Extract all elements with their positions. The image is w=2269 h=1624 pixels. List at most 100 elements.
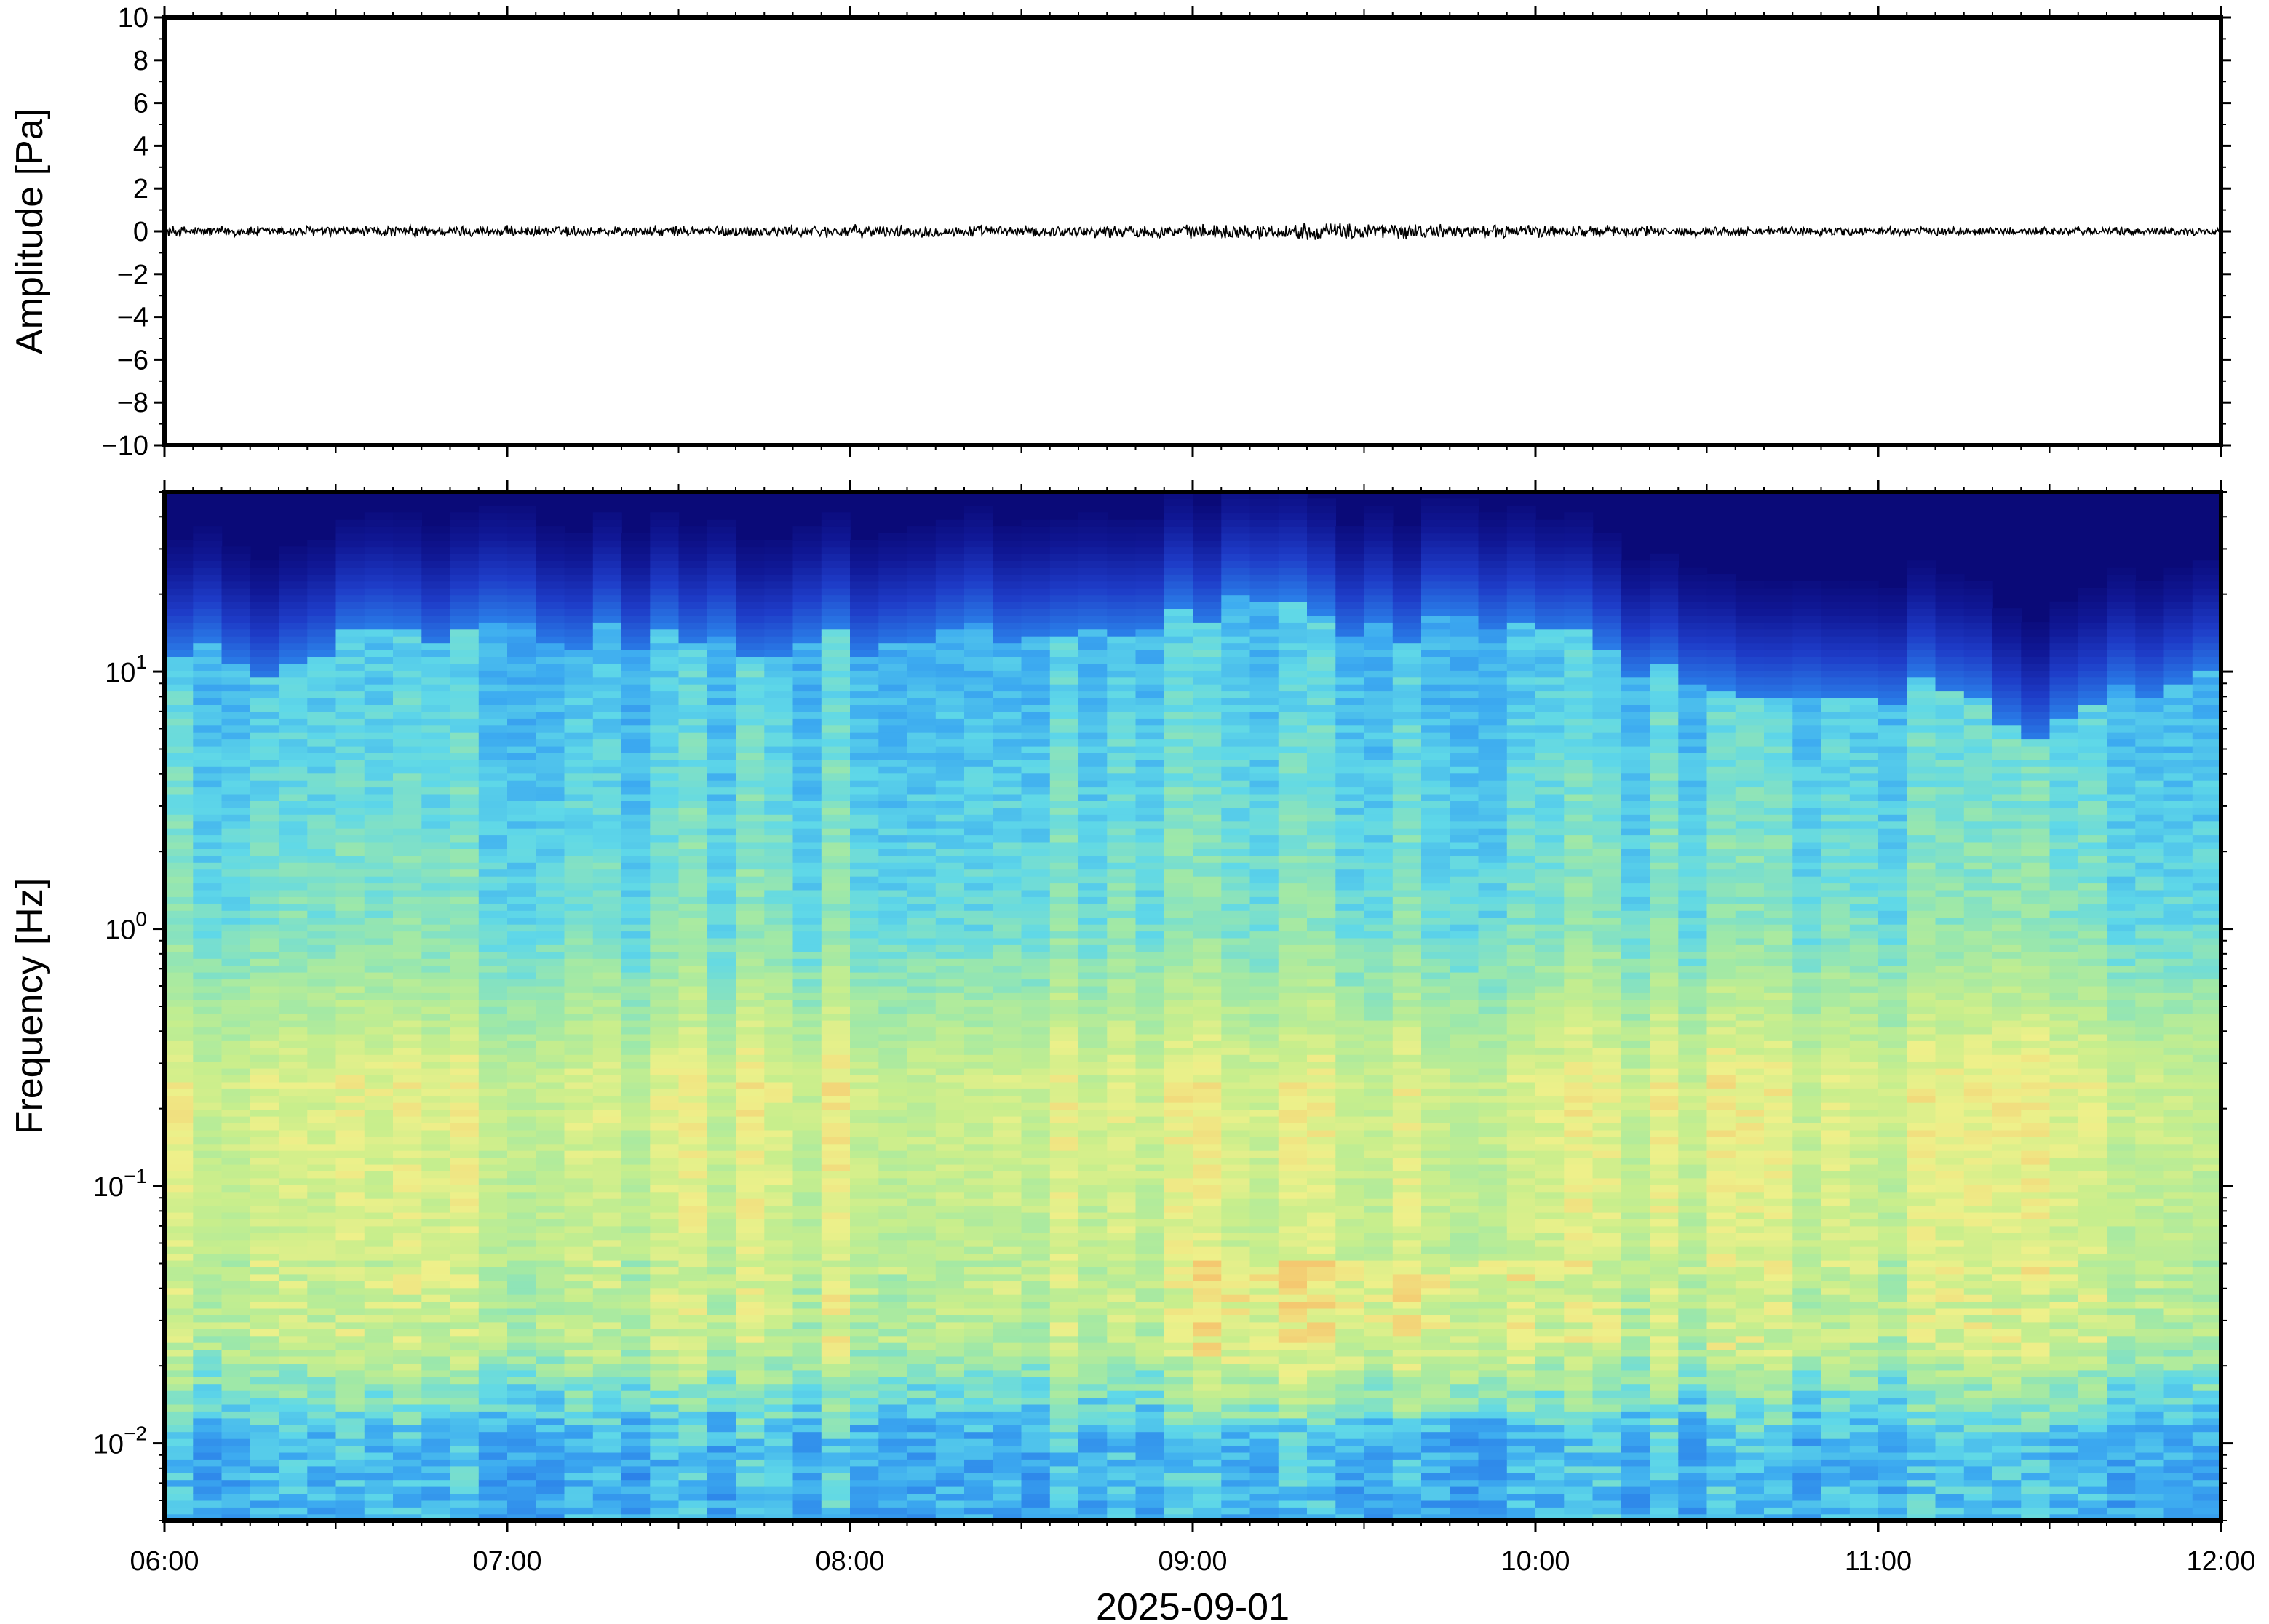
spectrogram-cell (193, 1383, 223, 1391)
spectrogram-cell (678, 656, 708, 664)
spectrogram-cell (1021, 588, 1051, 596)
spectrogram-cell (536, 869, 565, 877)
spectrogram-cell (935, 1211, 965, 1219)
spectrogram-cell (764, 588, 794, 596)
spectrogram-cell (450, 1473, 480, 1481)
spectrogram-cell (907, 931, 937, 939)
spectrogram-cell (393, 862, 422, 870)
spectrogram-cell (393, 999, 422, 1007)
spectrogram-cell (764, 581, 794, 589)
spectrogram-cell (193, 656, 223, 664)
spectrogram-cell (335, 546, 365, 554)
spectrogram-cell (592, 588, 622, 596)
spectrogram-cell (307, 588, 337, 596)
spectrogram-cell (478, 752, 508, 760)
spectrogram-cell (393, 1404, 422, 1412)
spectrogram-cell (1049, 923, 1079, 932)
spectrogram-cell (507, 553, 536, 561)
spectrogram-cell (935, 1500, 965, 1508)
spectrogram-cell (621, 979, 651, 987)
spectrogram-cell (393, 1315, 422, 1323)
spectrogram-cell (564, 533, 594, 541)
spectrogram-cell (507, 636, 536, 644)
spectrogram-cell (536, 1040, 565, 1048)
spectrogram-cell (307, 931, 337, 939)
spectrogram-cell (421, 1315, 451, 1323)
spectrogram-cell (193, 1329, 223, 1337)
spectrogram-cell (335, 985, 365, 993)
spectrogram-cell (564, 1459, 594, 1467)
spectrogram-cell (335, 807, 365, 815)
spectrogram-cell (621, 1198, 651, 1206)
spectrogram-cell (650, 601, 680, 609)
spectrogram-cell (878, 1171, 908, 1179)
spectrogram-cell (907, 1452, 937, 1460)
spectrogram-cell (478, 683, 508, 692)
spectrogram-cell (964, 1157, 993, 1165)
spectrogram-cell (821, 670, 851, 678)
spectrogram-cell (393, 1095, 422, 1103)
spectrogram-cell (678, 629, 708, 637)
spectrogram-cell (764, 1307, 794, 1315)
spectrogram-cell (792, 855, 822, 863)
spectrogram-cell (364, 1500, 394, 1508)
spectrogram-cell (621, 649, 651, 657)
spectrogram-cell (1078, 827, 1108, 836)
spectrogram-cell (250, 1281, 279, 1289)
spectrogram-cell (364, 931, 394, 939)
spectrogram-cell (707, 1315, 736, 1323)
spectrogram-cell (1078, 1150, 1108, 1158)
spectrogram-cell (507, 1465, 536, 1473)
spectrogram-cell (307, 711, 337, 719)
spectrogram-cell (564, 553, 594, 561)
spectrogram-cell (364, 690, 394, 698)
spectrogram-cell (421, 896, 451, 904)
spectrogram-cell (764, 779, 794, 788)
spectrogram-cell (421, 1349, 451, 1357)
spectrogram-cell (564, 1301, 594, 1309)
spectrogram-cell (164, 821, 194, 829)
spectrogram-cell (421, 1027, 451, 1035)
spectrogram-cell (307, 979, 337, 987)
spectrogram-cell (335, 759, 365, 767)
spectrogram-cell (993, 1129, 1022, 1137)
spectrogram-cell (1049, 725, 1079, 733)
spectrogram-cell (279, 690, 308, 698)
spectrogram-cell (536, 1246, 565, 1254)
spectrogram-cell (164, 1363, 194, 1371)
spectrogram-cell (964, 1459, 993, 1467)
spectrogram-cell (307, 1102, 337, 1110)
spectrogram-cell (307, 1479, 337, 1487)
spectrogram-cell (650, 1191, 680, 1199)
spectrogram-cell (450, 944, 480, 952)
spectrogram-cell (564, 807, 594, 815)
spectrogram-cell (964, 1115, 993, 1123)
spectrogram-cell (678, 937, 708, 945)
spectrogram-cell (907, 779, 937, 788)
spectrogram-cell (850, 1281, 879, 1289)
spectrogram-cell (821, 1349, 851, 1357)
spectrogram-cell (536, 1363, 565, 1371)
spectrogram-cell (193, 923, 223, 932)
spectrogram-cell (792, 553, 822, 561)
spectrogram-cell (335, 560, 365, 568)
spectrogram-cell (964, 519, 993, 527)
spectrogram-cell (335, 1417, 365, 1425)
spectrogram-cell (935, 1109, 965, 1117)
spectrogram-cell (736, 1019, 765, 1028)
spectrogram-cell (393, 1281, 422, 1289)
spectrogram-cell (564, 903, 594, 911)
spectrogram-cell (935, 793, 965, 801)
spectrogram-cell (564, 1335, 594, 1343)
spectrogram-cell (878, 533, 908, 541)
spectrogram-cell (507, 1452, 536, 1460)
spectrogram-cell (850, 1075, 879, 1083)
spectrogram-cell (193, 944, 223, 952)
spectrogram-cell (221, 690, 251, 698)
spectrogram-cell (221, 903, 251, 911)
spectrogram-cell (935, 951, 965, 959)
spectrogram-cell (878, 1411, 908, 1419)
spectrogram-cell (564, 1253, 594, 1261)
spectrogram-cell (1021, 1431, 1051, 1439)
spectrogram-cell (164, 1307, 194, 1315)
